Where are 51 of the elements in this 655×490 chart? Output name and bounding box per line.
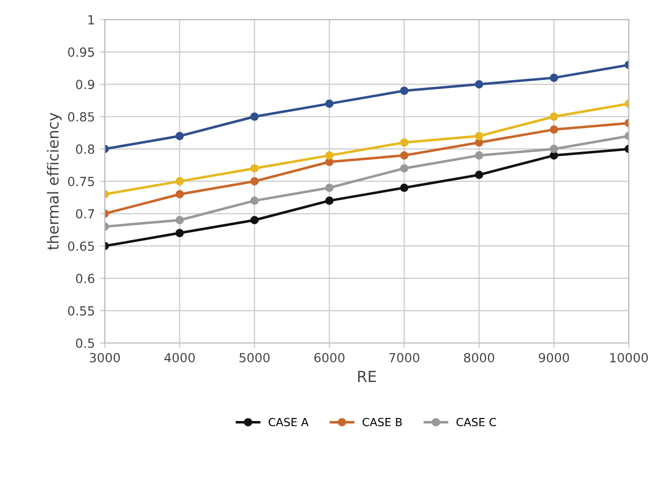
point <box>175 132 184 140</box>
x-tick-label: 3000 <box>90 352 120 362</box>
y-tick-label: 0.6 <box>76 274 94 284</box>
point <box>474 80 484 88</box>
point <box>250 112 259 121</box>
y-tick-label: 0.5 <box>76 338 94 348</box>
legend-label: CASE A <box>268 418 309 426</box>
x-tick-label: 5000 <box>240 352 270 362</box>
point <box>175 190 184 198</box>
point <box>325 100 334 108</box>
point <box>400 184 408 192</box>
y-tick-label: 0.85 <box>68 112 94 122</box>
point <box>175 228 184 238</box>
point <box>400 151 408 160</box>
point <box>400 138 408 147</box>
point <box>175 216 184 224</box>
x-tick-label: 4000 <box>164 352 195 362</box>
y-tick-label: 0.9 <box>76 80 94 90</box>
y-tick-label: 0.95 <box>68 47 94 57</box>
y-tick-label: 0.7 <box>76 209 94 219</box>
x-tick-label: 9000 <box>538 352 570 362</box>
point <box>250 177 259 186</box>
point <box>250 164 259 173</box>
point <box>550 74 558 82</box>
point <box>550 125 558 134</box>
point <box>250 196 259 205</box>
x-tick-label: 10000 <box>610 352 648 362</box>
y-tick-label: 1 <box>88 15 94 24</box>
legend-label: CASE C <box>456 418 496 426</box>
point <box>250 216 259 224</box>
x-tick-label: 6000 <box>314 352 344 362</box>
x-tick-label: 7000 <box>389 352 420 362</box>
y-tick-label: 0.65 <box>68 241 94 251</box>
y-axis-title: thermal efficiency <box>46 112 62 250</box>
point <box>474 170 484 179</box>
point <box>325 196 334 205</box>
x-tick-label: 8000 <box>464 352 494 362</box>
point <box>325 151 334 160</box>
point <box>474 132 484 140</box>
legend-label: CASE B <box>362 418 402 426</box>
y-tick-label: 0.8 <box>76 144 94 154</box>
point <box>550 112 558 121</box>
point <box>175 177 184 186</box>
x-axis-title: RE <box>358 370 376 382</box>
point <box>325 184 334 192</box>
point <box>400 86 408 95</box>
y-tick-label: 0.75 <box>68 176 94 186</box>
point <box>550 144 558 154</box>
point <box>400 164 408 173</box>
y-tick-label: 0.55 <box>68 306 94 316</box>
point <box>474 151 484 160</box>
